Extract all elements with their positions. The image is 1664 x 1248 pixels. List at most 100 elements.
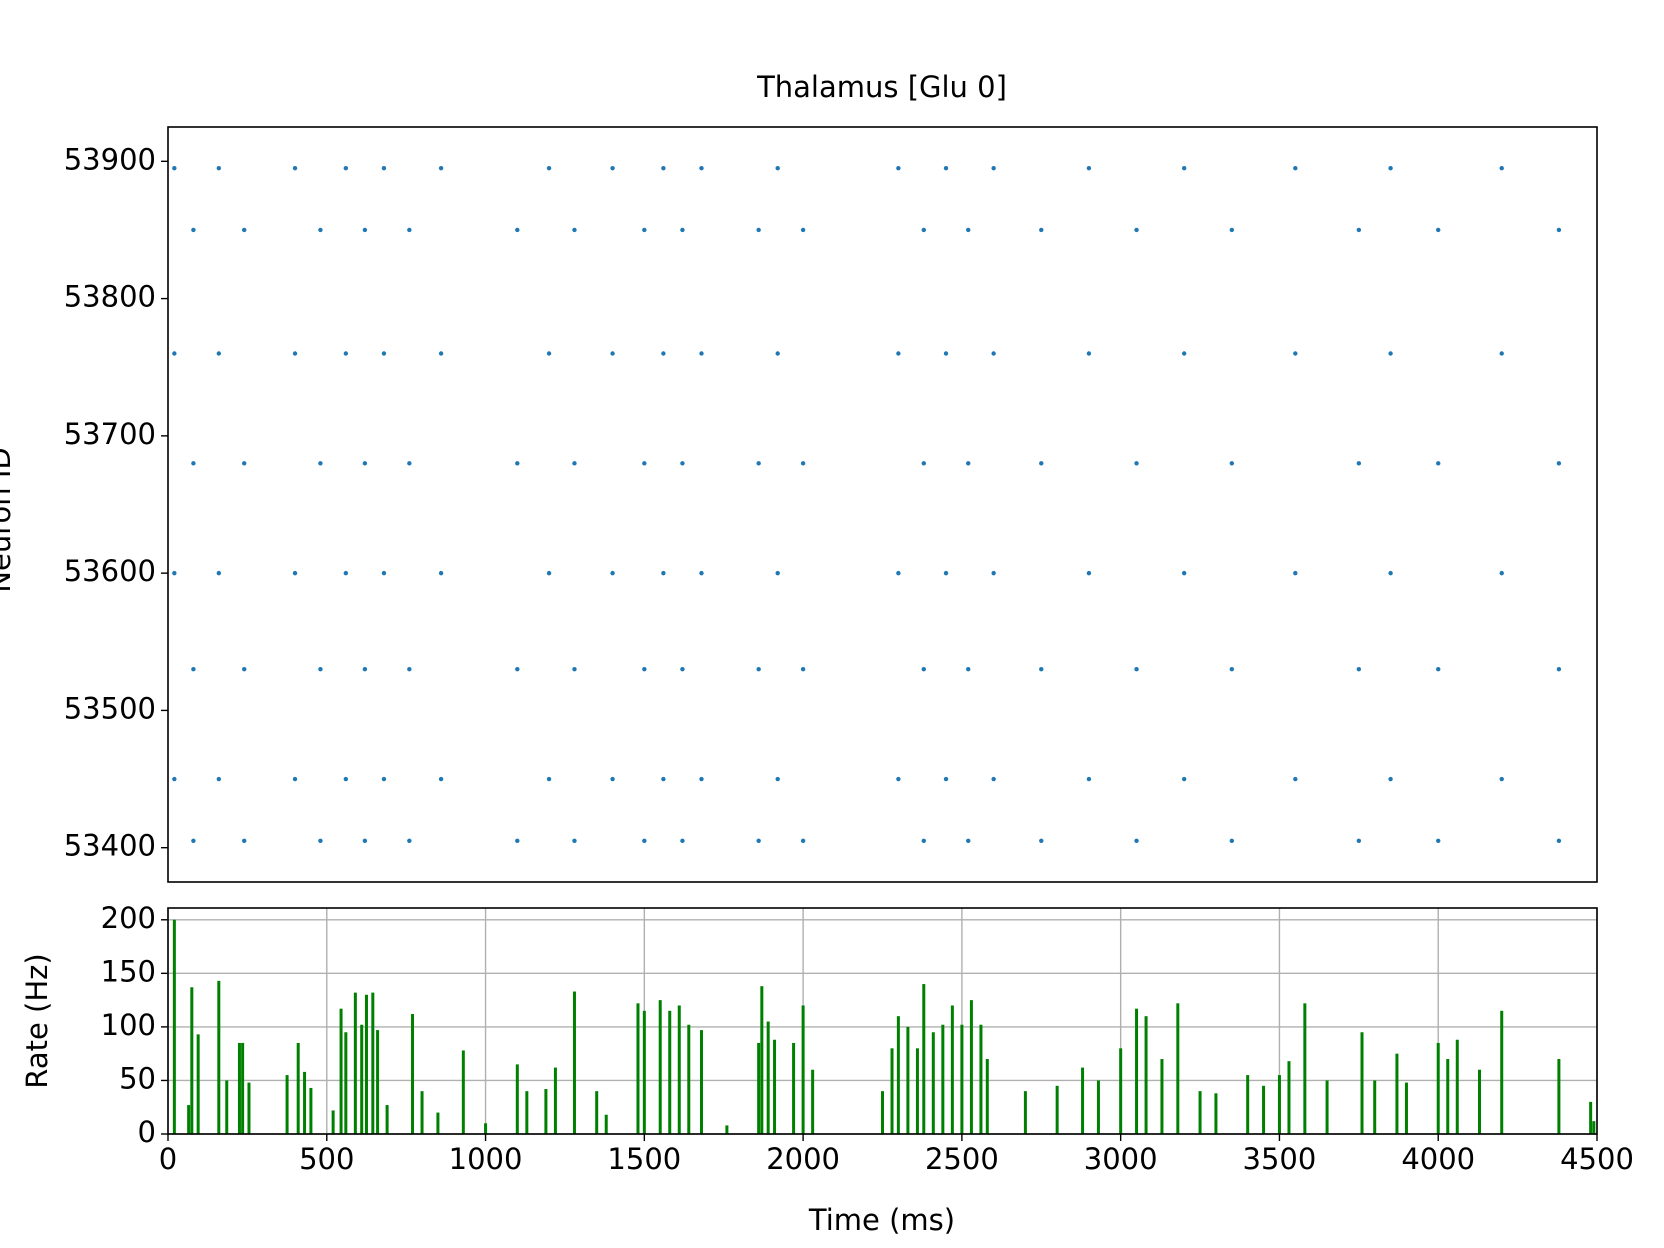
bar: [544, 1089, 548, 1134]
spike: [515, 838, 520, 844]
spike: [515, 461, 520, 466]
spike: [991, 351, 996, 356]
spike: [515, 227, 520, 233]
bar: [595, 1091, 599, 1134]
spike: [756, 838, 761, 844]
bar: [1455, 1039, 1459, 1134]
spike: [216, 776, 222, 782]
spike: [381, 165, 387, 171]
spike: [991, 570, 996, 576]
spike: [775, 165, 780, 171]
spike: [438, 165, 444, 171]
spike: [1039, 667, 1044, 672]
spike: [1039, 227, 1044, 233]
spike: [438, 776, 444, 782]
spike: [292, 165, 298, 171]
bar: [241, 1042, 245, 1134]
spike: [1356, 667, 1362, 672]
bar: [941, 1024, 945, 1134]
spike: [407, 838, 412, 844]
bar: [792, 1042, 796, 1134]
spike: [1556, 838, 1562, 844]
bar: [196, 1034, 200, 1134]
spike: [1134, 461, 1139, 466]
spike: [642, 667, 647, 672]
spike: [216, 165, 222, 171]
y-tick-label: 0: [138, 1115, 156, 1149]
spike: [699, 570, 704, 576]
bar: [296, 1042, 300, 1134]
spike: [680, 838, 685, 844]
bar: [553, 1067, 557, 1134]
spike: [515, 667, 520, 672]
y-tick-label: 53700: [64, 417, 156, 451]
bar: [331, 1110, 335, 1134]
spike: [896, 776, 901, 782]
spike: [680, 227, 685, 233]
bar: [668, 1010, 672, 1134]
bar: [285, 1075, 289, 1134]
bar: [1262, 1085, 1266, 1134]
bar: [360, 1024, 364, 1134]
spike: [343, 776, 349, 782]
bar: [353, 992, 357, 1134]
axes-frame: [167, 126, 1598, 883]
spike: [680, 461, 685, 466]
bar: [420, 1091, 424, 1134]
spike: [1293, 570, 1298, 576]
bar: [1446, 1059, 1450, 1134]
y-axis-label: Neuron ID: [0, 447, 17, 592]
spike: [343, 351, 349, 356]
spike: [610, 776, 615, 782]
spike: [546, 351, 552, 356]
x-tick-label: 4500: [1560, 1142, 1634, 1176]
spike: [1293, 351, 1298, 356]
spike: [381, 570, 387, 576]
y-axis-label: Rate (Hz): [20, 953, 54, 1088]
bar: [376, 1030, 380, 1134]
spike: [546, 776, 552, 782]
spike: [1134, 667, 1139, 672]
bar: [1135, 1008, 1139, 1134]
y-tick-label: 53500: [64, 691, 156, 725]
bar: [960, 1024, 964, 1134]
y-tick-label: 50: [119, 1061, 156, 1095]
bar: [604, 1114, 608, 1134]
spike: [407, 227, 412, 233]
bar: [187, 1105, 191, 1134]
bar: [801, 1005, 805, 1134]
spike: [896, 570, 901, 576]
spike: [1388, 570, 1393, 576]
bar: [385, 1105, 389, 1134]
spike: [642, 838, 647, 844]
spike: [172, 351, 177, 356]
spike: [1229, 667, 1235, 672]
bar: [950, 1005, 954, 1134]
spike: [1293, 776, 1298, 782]
spike: [775, 351, 780, 356]
spike: [661, 776, 666, 782]
spike: [292, 776, 298, 782]
spike: [1181, 165, 1187, 171]
bar: [979, 1024, 983, 1134]
spike: [172, 570, 177, 576]
bar: [896, 1016, 900, 1134]
spike: [318, 667, 323, 672]
spike: [318, 227, 323, 233]
spike: [172, 776, 177, 782]
bar: [1589, 1101, 1593, 1134]
chart-title: Thalamus [Glu 0]: [756, 70, 1007, 104]
spike: [756, 227, 761, 233]
bar: [217, 980, 221, 1134]
bar: [890, 1048, 894, 1134]
spike: [381, 351, 387, 356]
y-tick-label: 53400: [64, 829, 156, 863]
spike: [1499, 165, 1504, 171]
bar: [1325, 1080, 1329, 1134]
marks: [172, 165, 1562, 844]
spike: [642, 227, 647, 233]
spike: [661, 165, 666, 171]
spike: [699, 776, 704, 782]
